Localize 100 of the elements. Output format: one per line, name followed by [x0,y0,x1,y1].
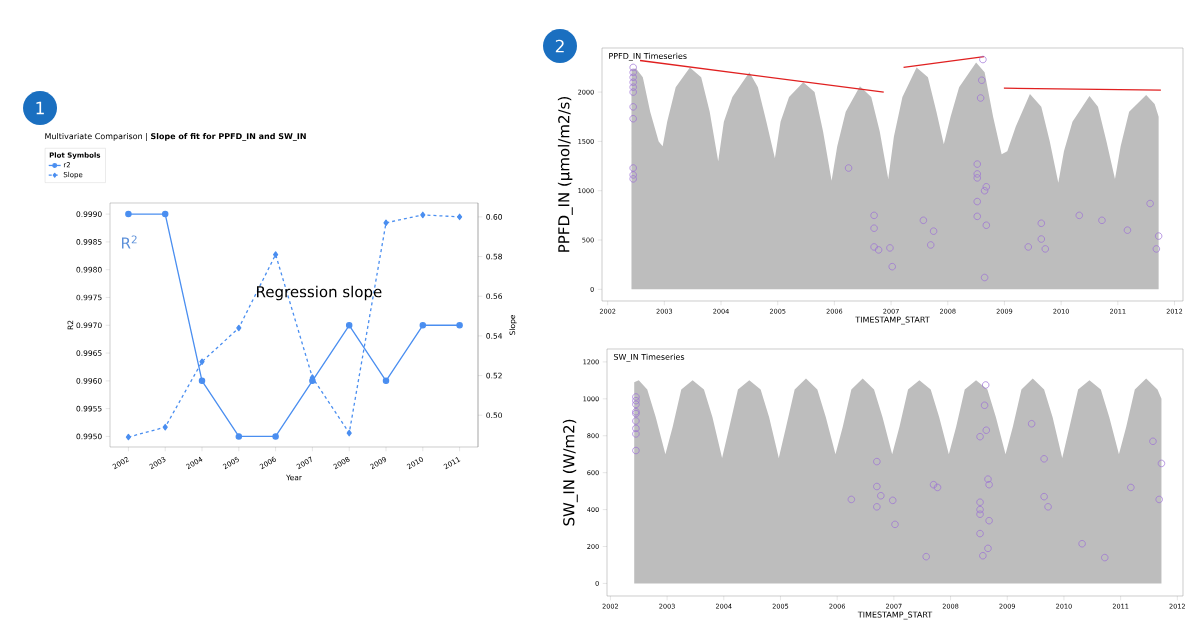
point [980,187,989,195]
point [1155,495,1163,504]
point [629,68,637,76]
point [889,496,897,505]
point [456,322,463,329]
point [629,78,637,86]
point [162,423,168,431]
point [419,322,427,329]
point [982,426,990,434]
point [844,164,853,172]
point [973,197,981,206]
point [1154,232,1163,240]
point [632,417,640,425]
point [235,433,243,440]
point [457,213,463,221]
point [979,55,987,64]
x-axis-title: TIMESTAMP_START [857,611,933,620]
point [1123,226,1132,234]
point [976,505,984,514]
point [629,83,637,91]
y-axis-title: SW_IN (W/m2) [562,419,578,526]
point [272,433,279,440]
point [976,498,984,506]
point [873,503,881,511]
point [236,324,242,332]
point [982,221,990,229]
point [1152,245,1161,253]
point [982,381,990,389]
point [976,529,984,538]
point [973,160,981,168]
point [629,115,637,123]
point [873,457,881,466]
point [161,210,169,218]
point [973,174,981,182]
point [632,400,640,409]
point [976,94,985,102]
point [1098,216,1106,224]
point [125,433,132,441]
point [345,322,353,329]
text: PPFD_IN Timeseries [609,52,687,61]
point [1075,211,1083,220]
point [929,227,938,235]
point [1041,245,1049,253]
point [1040,493,1048,501]
point [1027,420,1036,428]
point [973,212,981,221]
point [985,517,993,525]
point [980,273,989,282]
x-axis-title: TIMESTAMP_START [855,316,930,325]
point [199,358,205,365]
point [629,63,637,72]
point [1024,243,1032,251]
point [1078,540,1086,548]
point [976,433,984,441]
point [984,544,992,553]
point [632,446,640,455]
text: SW_IN Timeseries [613,353,685,362]
point [629,171,637,179]
point [985,481,993,489]
point [629,175,637,183]
point [933,483,942,492]
point [979,552,987,560]
point [886,244,894,252]
point [1157,459,1166,468]
point [929,481,938,489]
point [927,241,935,249]
point [1146,199,1154,208]
point [1101,553,1109,562]
chart-title: Multivariate Comparison | Slope of fit for PPFD_IN and SW_IN [45,132,306,141]
point [383,219,389,227]
point [847,495,855,504]
point [888,263,896,271]
point [629,103,637,111]
point [632,430,640,438]
point [978,76,986,84]
point [984,475,992,483]
point [382,377,390,385]
point [1040,455,1048,463]
point [982,183,990,191]
point [629,88,637,96]
y-axis-title: PPFD_IN (µmol/m2/s) [557,97,573,252]
text: 2 [555,39,564,53]
point [891,520,899,529]
point [877,492,885,500]
point [1037,219,1045,227]
point [632,393,640,401]
point [629,73,637,81]
point [198,377,206,385]
point [870,211,878,220]
point [980,401,989,409]
point [346,429,352,437]
point [420,211,426,219]
point [919,216,928,224]
point [973,170,981,178]
point [125,210,132,218]
point [629,164,637,172]
annotation: Regression slope [257,285,382,301]
point [632,424,640,433]
point [1044,503,1052,511]
point [874,246,883,254]
